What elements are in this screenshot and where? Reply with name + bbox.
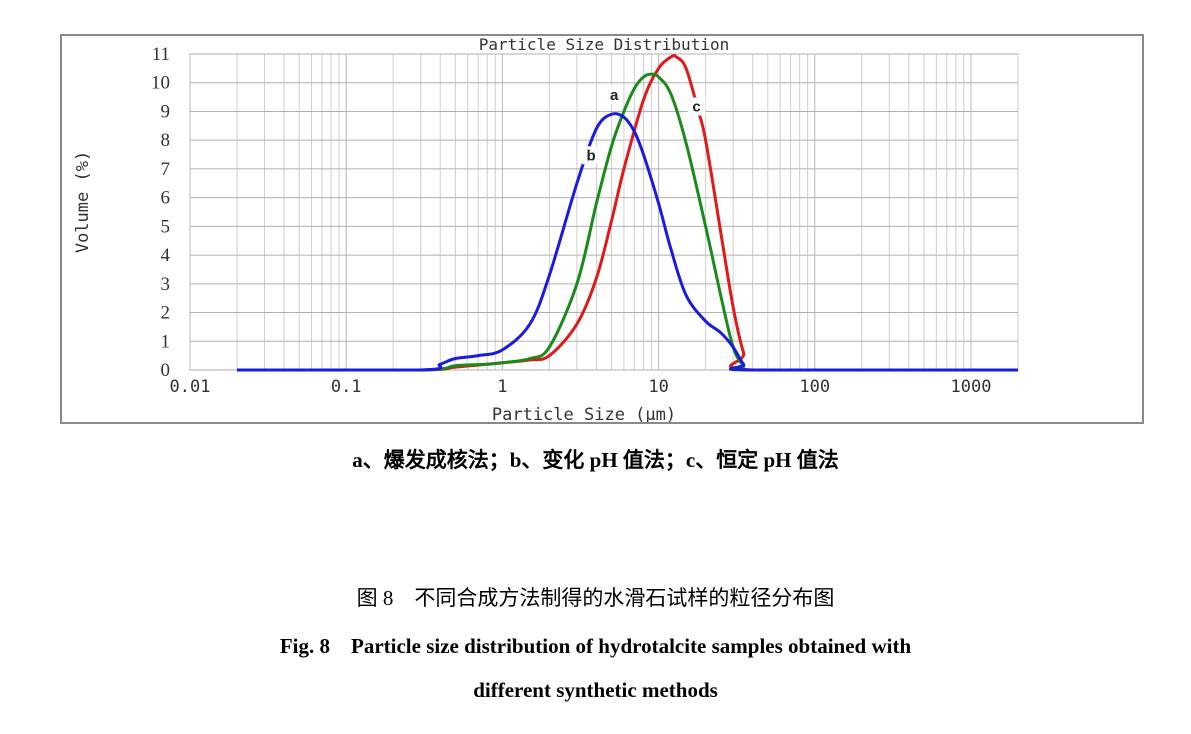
y-tick-label: 6 bbox=[161, 188, 171, 209]
y-tick-label: 11 bbox=[152, 44, 170, 65]
figure-caption-english-line2: different synthetic methods bbox=[473, 678, 718, 702]
x-tick-label: 1000 bbox=[951, 377, 992, 397]
y-tick-label: 7 bbox=[161, 159, 171, 180]
x-tick-label: 0.1 bbox=[331, 377, 362, 397]
series-label-bg-c bbox=[687, 97, 706, 116]
series-label-a: a bbox=[610, 87, 619, 104]
y-tick-label: 3 bbox=[161, 274, 171, 295]
series-line-b bbox=[237, 112, 1018, 372]
x-tick-label: 1 bbox=[497, 377, 507, 397]
series-label-b: b bbox=[587, 147, 596, 164]
particle-size-chart: Particle Size Distribution01234567891011… bbox=[73, 36, 1019, 422]
x-axis-label: Particle Size (μm) bbox=[492, 405, 676, 422]
series-label-bg-b bbox=[582, 146, 601, 165]
chart-title: Particle Size Distribution bbox=[479, 36, 729, 54]
plot-area bbox=[189, 53, 1019, 371]
y-tick-label: 8 bbox=[161, 130, 171, 151]
series-label-bg-a bbox=[605, 85, 624, 104]
figure-caption-chinese: 图 8 不同合成方法制得的水滑石试样的粒径分布图 bbox=[356, 586, 835, 610]
chart-frame: Particle Size Distribution 0 1 2 3 4 5 6 7 8 9 10 11… bbox=[60, 34, 1144, 424]
y-tick-label: 9 bbox=[161, 101, 171, 122]
y-axis-label: Volume (%) bbox=[73, 151, 93, 253]
x-tick-label: 10 bbox=[648, 377, 668, 397]
x-tick-label: 100 bbox=[799, 377, 830, 397]
y-tick-label: 1 bbox=[161, 331, 171, 352]
figure-caption-english-line1: Fig. 8 Particle size distribution of hyd… bbox=[279, 634, 912, 658]
y-tick-label: 10 bbox=[151, 73, 170, 94]
y-tick-label: 4 bbox=[161, 245, 171, 266]
curve-legend-caption: a、爆发成核法；b、变化 pH 值法；c、恒定 pH 值法 bbox=[352, 448, 839, 472]
series-label-c: c bbox=[692, 98, 700, 115]
y-tick-label: 2 bbox=[161, 303, 171, 324]
y-tick-label: 5 bbox=[161, 216, 171, 237]
x-tick-label: 0.01 bbox=[170, 377, 211, 397]
y-tick-label: 0 bbox=[161, 360, 171, 381]
